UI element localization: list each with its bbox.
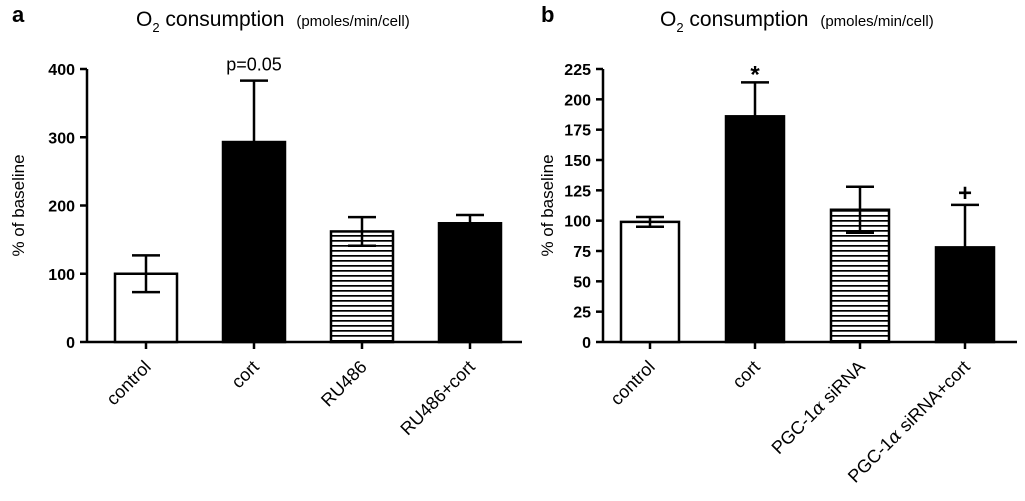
panel-b-title: O2 consumption (pmoles/min/cell) (660, 8, 934, 35)
panel-a-y-axis-label: % of baseline (9, 154, 28, 256)
panel-b-y-tick-label: 100 (564, 214, 591, 231)
panel-a-y-tick-label: 0 (66, 335, 75, 352)
panel-a-title-rest: consumption (160, 8, 285, 31)
panel-b-annotation: * (750, 61, 760, 88)
panel-b-title-rest: consumption (684, 8, 809, 31)
panel-a-title-sub: 2 (152, 20, 159, 35)
panel-b-title-sub: 2 (676, 20, 683, 35)
panel-b-chart: 0 25 50 75 100 125 150 175 200 225 % of baseline co… (538, 61, 1017, 487)
panel-a-letter: a (12, 2, 25, 27)
panel-b-title-unit: (pmoles/min/cell) (820, 13, 933, 30)
panel-b-bar (619, 220, 681, 344)
panel-a-y-tick-label: 200 (48, 199, 75, 216)
panel-b-y-tick-label: 175 (564, 123, 591, 140)
panel-b-y-tick-label: 75 (573, 244, 591, 261)
panel-b-y-axis-label: % of baseline (538, 154, 557, 256)
panel-a-annotation: p=0.05 (226, 55, 282, 75)
panel-b-y-tick-label: 150 (564, 153, 591, 170)
panel-a-title-o: O (136, 8, 152, 31)
panel-a-x-category-label: cort (227, 357, 262, 392)
panel-a-y-tick-label: 300 (48, 130, 75, 147)
panel-a-title-unit: (pmoles/min/cell) (296, 13, 409, 30)
panel-a-chart: 0 100 200 300 400 % of baseline control cort RU4… (9, 55, 522, 439)
panel-b-y-tick-label: 50 (573, 274, 591, 291)
panel-a-x-category-label: RU486 (317, 357, 371, 411)
panel-b-bar (724, 115, 786, 344)
panel-b-annotation: + (958, 180, 972, 207)
panel-a-x-category-label: control (102, 357, 154, 409)
panel-b-letter: b (541, 2, 554, 27)
panel-a-bar (329, 230, 395, 344)
panel-b-y-tick-label: 0 (582, 335, 591, 352)
panel-a-y-tick-label: 400 (48, 62, 75, 79)
panel-a-y-tick-label: 100 (48, 267, 75, 284)
panel-b-y-tick-label: 125 (564, 183, 591, 200)
panel-b-y-tick-label: 25 (573, 305, 591, 322)
panel-b-x-category-label: cort (728, 357, 763, 392)
panel-b-x-category-label: control (606, 357, 658, 409)
panel-a-title: O2 consumption (pmoles/min/cell) (136, 8, 410, 35)
panel-b-x-category-label: PGC-1α siRNA (768, 357, 870, 459)
panel-b-x-category-label: PGC-1α siRNA+cort (844, 357, 975, 488)
panel-b-title-o: O (660, 8, 676, 31)
panel-b-y-tick-label: 200 (564, 92, 591, 109)
panel-b-y-tick-label: 225 (564, 62, 591, 79)
panel-a-bar (437, 221, 503, 344)
panel-a-x-category-label: RU486+cort (396, 357, 478, 439)
